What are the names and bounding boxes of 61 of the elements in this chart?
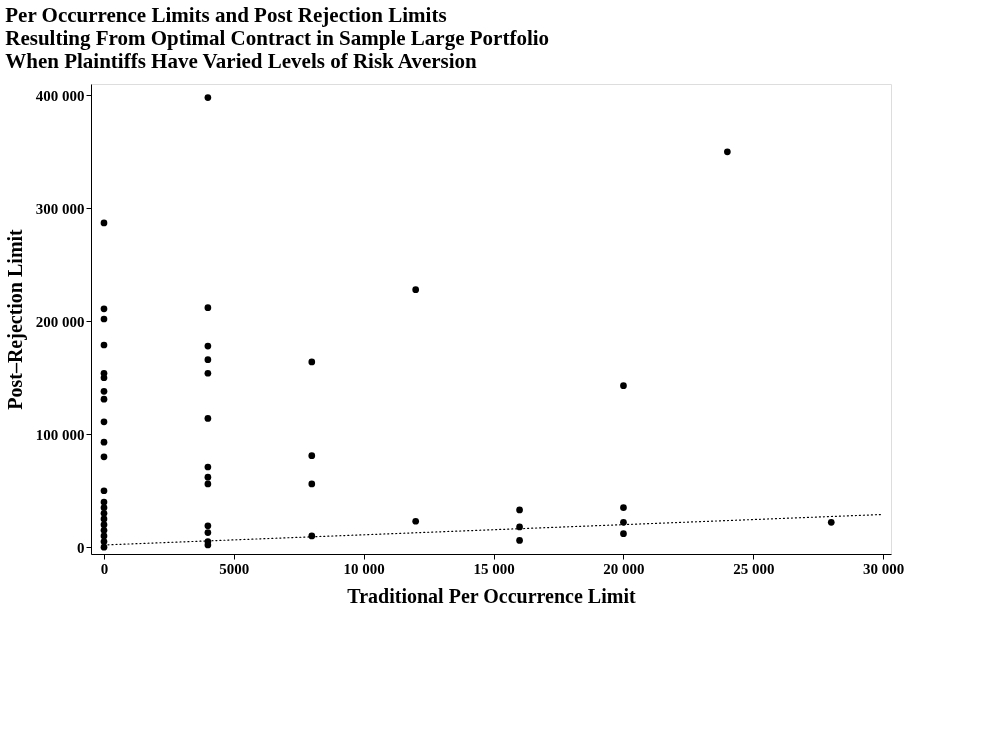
y-axis-title: Post–Rejection Limit: [3, 228, 27, 410]
point: [620, 382, 627, 390]
point: [620, 504, 627, 512]
text: Per Occurrence Limits and Post Rejection Limits: [5, 3, 447, 27]
y-tick-label: 400 000: [35, 87, 85, 104]
point: [204, 473, 212, 481]
x-tick-label: 10 000: [343, 560, 385, 577]
point: [412, 286, 420, 293]
point: [100, 538, 108, 545]
point: [204, 463, 212, 471]
point: [100, 504, 108, 512]
point: [100, 438, 108, 446]
y-tick-label: 200 000: [35, 313, 85, 330]
point: [100, 418, 108, 426]
point: [100, 374, 108, 382]
point: [516, 523, 523, 531]
point: [100, 453, 108, 461]
point: [100, 526, 108, 534]
point: [100, 341, 108, 349]
point: [100, 219, 108, 227]
point: [308, 358, 316, 366]
point: [100, 395, 108, 403]
point: [204, 369, 212, 377]
point: [100, 487, 108, 495]
point: [204, 522, 212, 530]
x-tick-label: 0: [100, 560, 109, 577]
point: [204, 94, 212, 101]
point: [204, 415, 212, 422]
point: [204, 342, 212, 350]
point: [100, 509, 108, 517]
point: [100, 387, 108, 395]
text: When Plaintiffs Have Varied Levels of Risk Aversion: [5, 49, 477, 73]
point: [100, 515, 108, 523]
y-tick-label: 100 000: [35, 426, 85, 443]
point: [827, 519, 835, 526]
point: [308, 532, 316, 540]
point: [620, 530, 627, 538]
x-tick-label: 20 000: [603, 560, 645, 577]
y-tick-label: 300 000: [35, 200, 85, 217]
point: [516, 506, 523, 514]
point: [204, 480, 212, 488]
x-tick-label: 30 000: [863, 560, 905, 577]
point: [412, 517, 420, 525]
point: [308, 452, 316, 460]
point: [308, 480, 316, 488]
point: [516, 537, 523, 544]
y-tick-label: 0: [77, 539, 85, 556]
point: [620, 519, 627, 526]
point: [204, 529, 212, 536]
x-tick-label: 5000: [219, 560, 250, 577]
point: [100, 521, 108, 528]
x-axis-title: Traditional Per Occurrence Limit: [347, 584, 636, 607]
point: [204, 304, 212, 312]
point: [204, 356, 212, 364]
point: [100, 498, 108, 506]
point: [100, 315, 108, 323]
text: Resulting From Optimal Contract in Sample Large Portfolio: [5, 26, 550, 50]
x-tick-label: 15 000: [473, 560, 515, 577]
point: [100, 305, 108, 313]
point: [724, 148, 731, 156]
x-tick-label: 25 000: [733, 560, 775, 577]
